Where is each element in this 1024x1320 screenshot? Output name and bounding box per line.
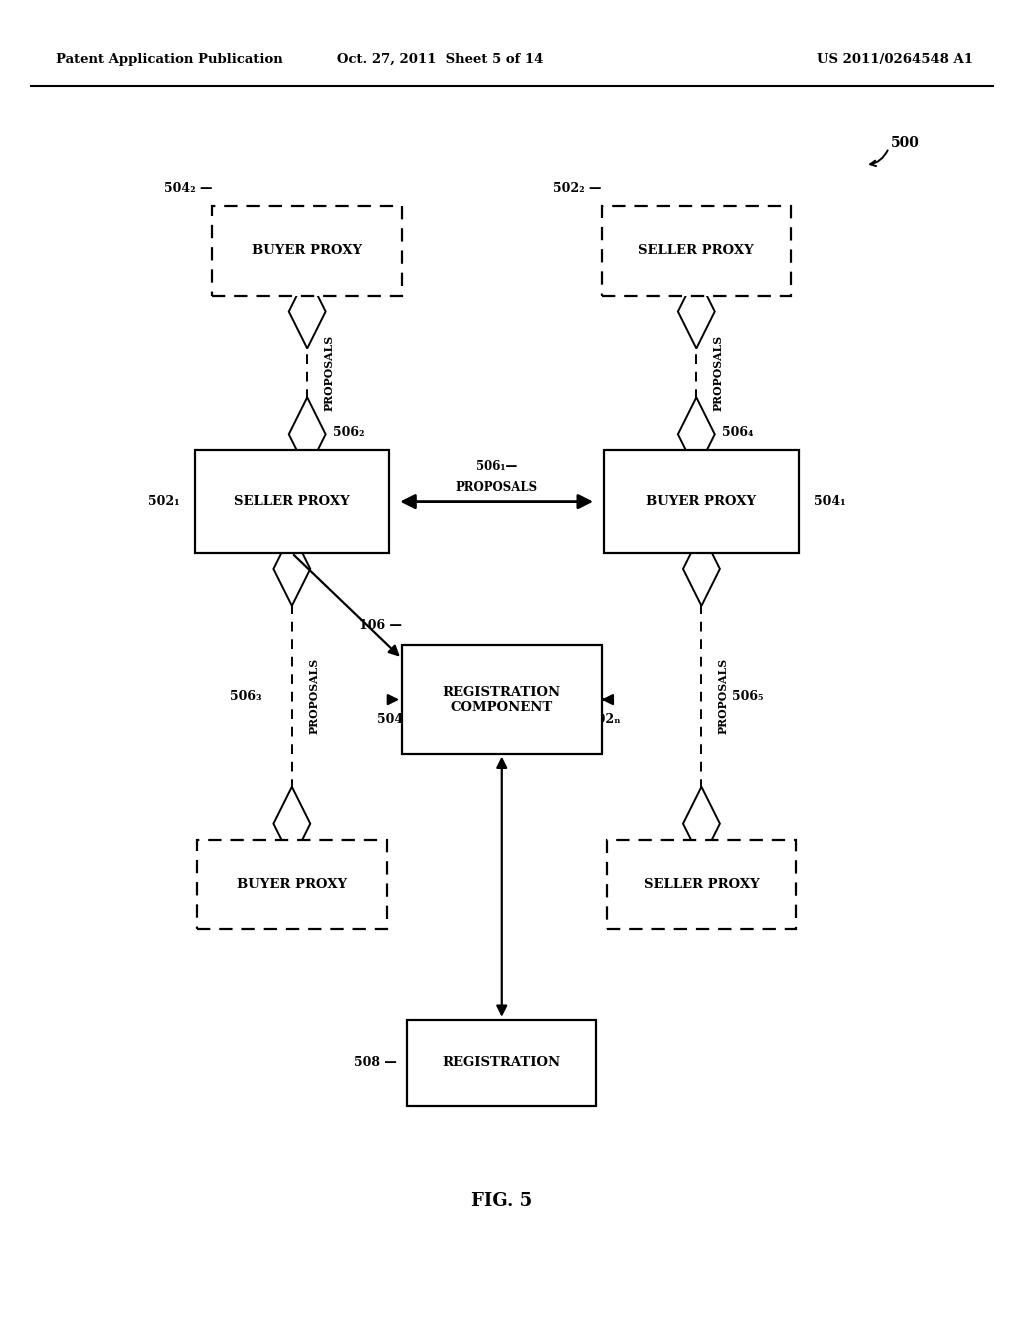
- Text: Patent Application Publication: Patent Application Publication: [56, 53, 283, 66]
- Text: PROPOSALS: PROPOSALS: [713, 335, 724, 411]
- Polygon shape: [678, 275, 715, 348]
- Bar: [602, 206, 791, 296]
- Text: REGISTRATION
COMPONENT: REGISTRATION COMPONENT: [442, 685, 561, 714]
- Polygon shape: [683, 787, 720, 861]
- Text: US 2011/0264548 A1: US 2011/0264548 A1: [817, 53, 973, 66]
- Text: PROPOSALS: PROPOSALS: [718, 659, 729, 734]
- Text: 506₃: 506₃: [229, 690, 261, 702]
- Text: 500: 500: [891, 136, 920, 149]
- Polygon shape: [683, 532, 720, 606]
- Polygon shape: [273, 787, 310, 861]
- Text: 106 —: 106 —: [359, 619, 401, 632]
- Text: SELLER PROXY: SELLER PROXY: [643, 878, 760, 891]
- Bar: [197, 840, 386, 929]
- Text: PROPOSALS: PROPOSALS: [308, 659, 319, 734]
- Text: 502₂ —: 502₂ —: [553, 182, 602, 195]
- Text: 506₂: 506₂: [333, 426, 365, 438]
- Text: 504ₘ: 504ₘ: [377, 713, 412, 726]
- Text: 502₁: 502₁: [147, 495, 179, 508]
- Text: BUYER PROXY: BUYER PROXY: [252, 244, 362, 257]
- Text: 504₁: 504₁: [814, 495, 846, 508]
- Text: FIG. 5: FIG. 5: [471, 1192, 532, 1210]
- Polygon shape: [289, 397, 326, 471]
- Text: 506₅: 506₅: [732, 690, 764, 702]
- Text: 502ₙ: 502ₙ: [588, 713, 621, 726]
- Bar: [606, 840, 797, 929]
- Text: 508 —: 508 —: [354, 1056, 396, 1069]
- Bar: [401, 645, 601, 754]
- Text: 506₄: 506₄: [722, 426, 754, 438]
- Text: BUYER PROXY: BUYER PROXY: [646, 495, 757, 508]
- Polygon shape: [678, 397, 715, 471]
- Text: REGISTRATION: REGISTRATION: [442, 1056, 561, 1069]
- Text: Oct. 27, 2011  Sheet 5 of 14: Oct. 27, 2011 Sheet 5 of 14: [337, 53, 544, 66]
- Text: SELLER PROXY: SELLER PROXY: [233, 495, 350, 508]
- Text: 506₁—: 506₁—: [476, 459, 517, 473]
- Text: PROPOSALS: PROPOSALS: [324, 335, 335, 411]
- Text: BUYER PROXY: BUYER PROXY: [237, 878, 347, 891]
- Polygon shape: [273, 532, 310, 606]
- Text: PROPOSALS: PROPOSALS: [456, 480, 538, 494]
- Bar: [195, 450, 389, 553]
- Text: SELLER PROXY: SELLER PROXY: [638, 244, 755, 257]
- Text: 504₂ —: 504₂ —: [164, 182, 213, 195]
- Bar: [213, 206, 401, 296]
- Bar: [604, 450, 799, 553]
- Bar: [407, 1019, 596, 1106]
- Polygon shape: [289, 275, 326, 348]
